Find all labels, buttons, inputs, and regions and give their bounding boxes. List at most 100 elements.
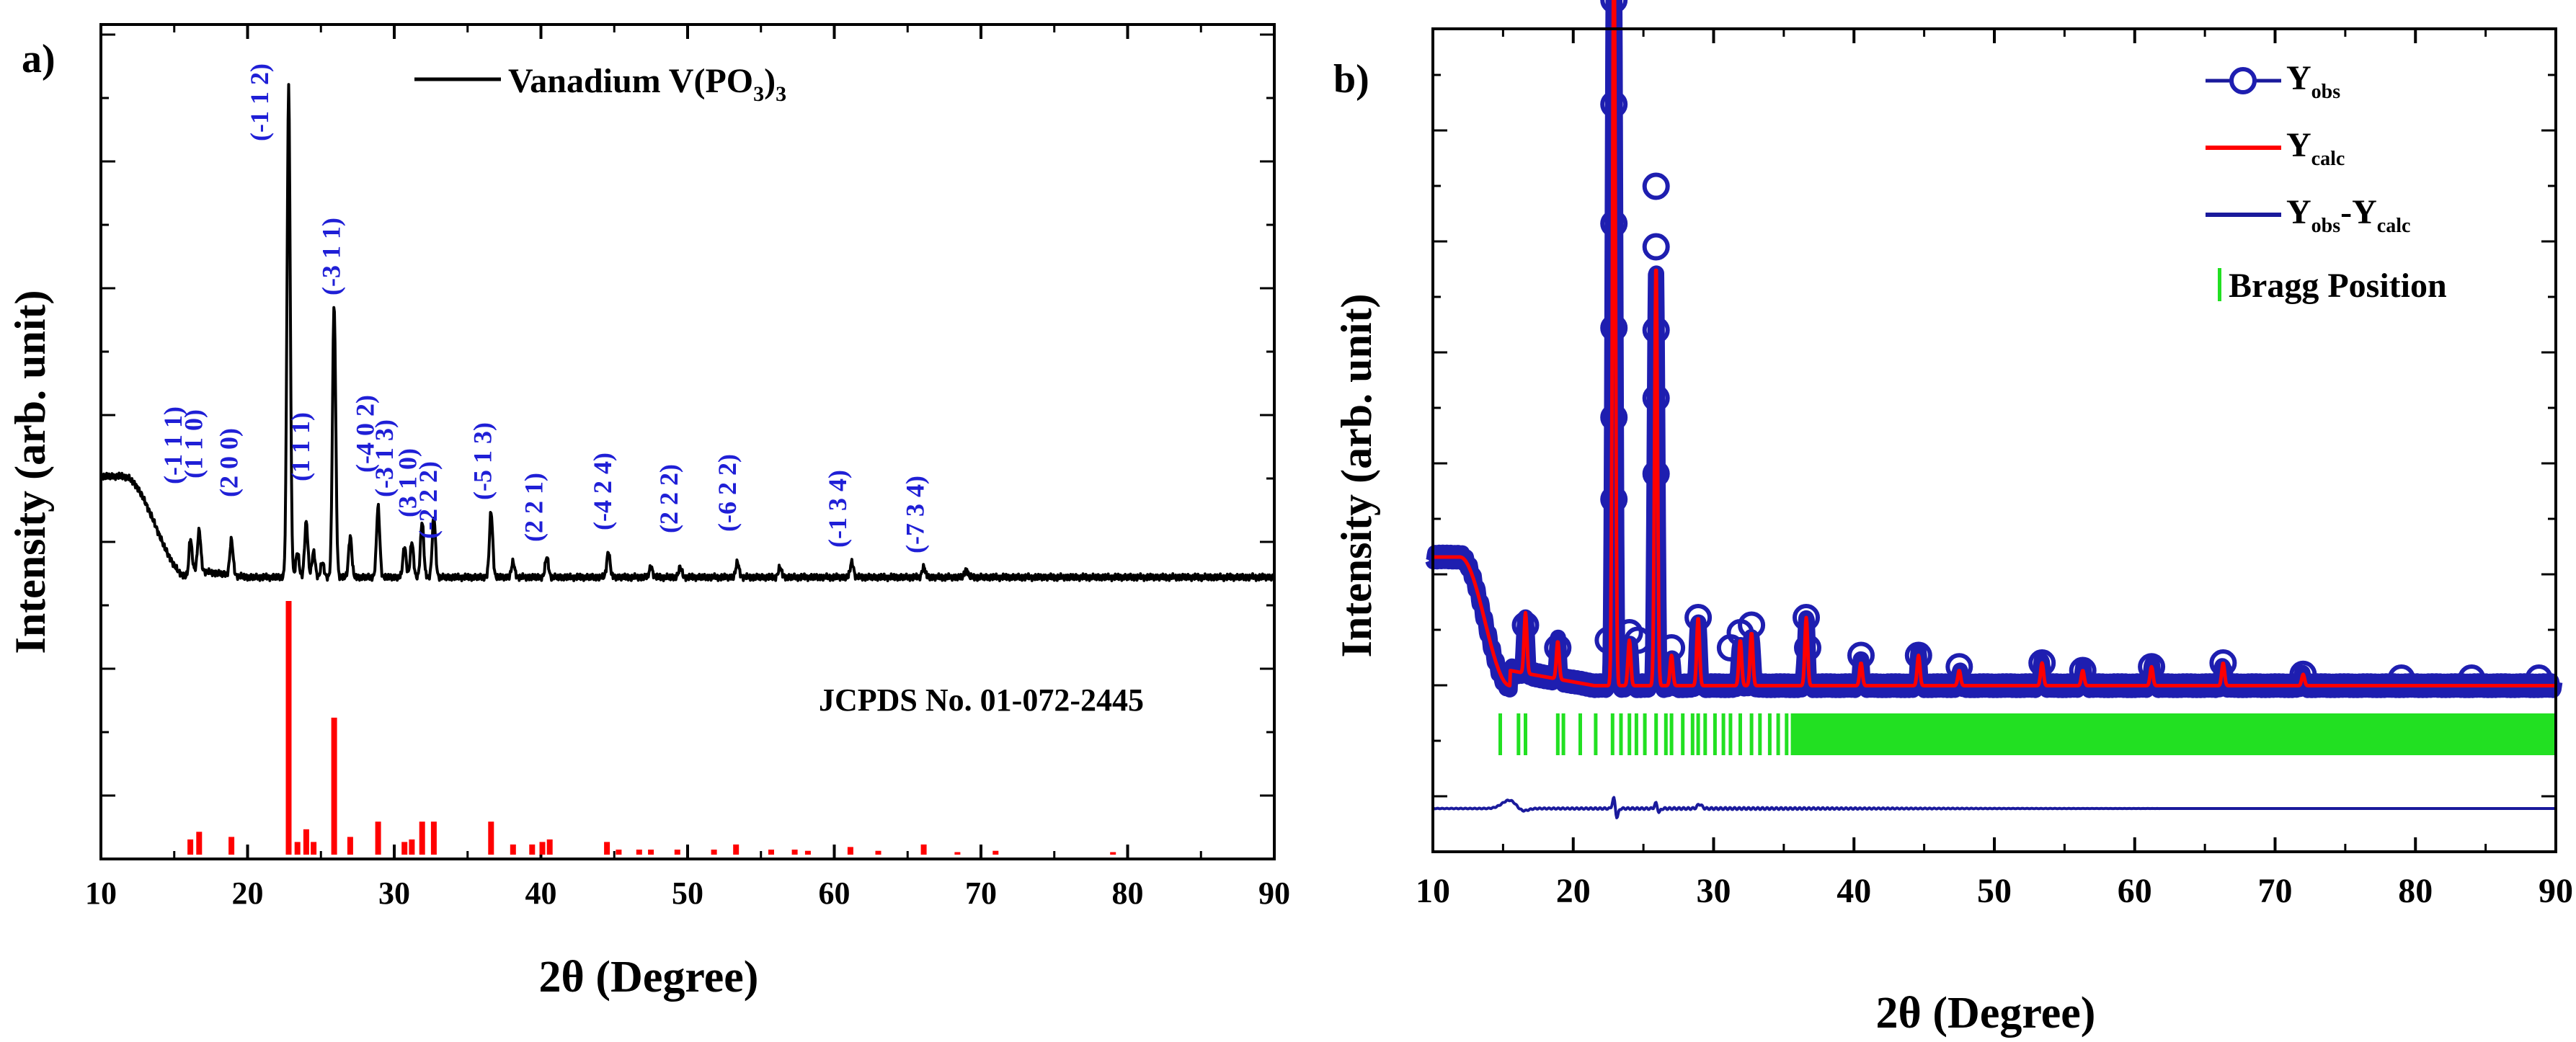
- reference-peak-bar: [920, 844, 927, 855]
- bragg-tick: [1776, 713, 1780, 755]
- panel-a-y-axis-title: Intensity (arb. unit): [6, 290, 54, 654]
- peak-annotation: (3 1 0): [394, 448, 422, 517]
- reference-peak-bar: [875, 850, 881, 855]
- peak-annotation: (-7 3 4): [901, 476, 930, 553]
- reference-peak-bar: [285, 601, 292, 855]
- legend-bragg-marker: [2218, 268, 2221, 301]
- bragg-tick: [1610, 713, 1615, 755]
- bragg-tick: [1664, 713, 1668, 755]
- peak-annotation: (-1 1 1): [159, 406, 187, 484]
- panel-a-x-axis-title: 2θ (Degree): [539, 953, 759, 1002]
- panel-b-ycalc-curve: [1431, 0, 2557, 687]
- reference-peak-bar: [768, 850, 774, 855]
- reference-peak-bar: [1110, 852, 1116, 855]
- legend-difference: Yobs-Ycalc: [2206, 193, 2410, 237]
- peak-annotation: (-4 2 4): [588, 453, 617, 530]
- reference-peak-bar: [674, 850, 680, 855]
- peak-annotation: (-1 3 4): [823, 470, 852, 548]
- yobs-marker: [1600, 404, 1628, 432]
- bragg-dense-region: [1790, 713, 2556, 755]
- panel-a-axes-frame: [99, 23, 1276, 860]
- bragg-tick: [1721, 713, 1726, 755]
- panel-b-difference-curve: [1432, 796, 2557, 819]
- x-tick-label: 90: [2539, 872, 2573, 910]
- bragg-tick: [1578, 713, 1582, 755]
- panel-b-legend: Yobs Ycalc Yobs-Ycalc Bragg Position: [2206, 59, 2447, 305]
- reference-peak-bar: [401, 842, 408, 855]
- yobs-marker: [2525, 664, 2553, 692]
- panel-b-x-axis-title: 2θ (Degree): [1876, 989, 2096, 1038]
- reference-peak-bar: [294, 842, 301, 855]
- x-tick-label: 60: [2118, 872, 2152, 910]
- reference-peak-bar: [636, 850, 642, 855]
- reference-peak-bar: [303, 829, 309, 855]
- bragg-tick: [1696, 713, 1700, 755]
- peak-annotation: (-6 2 2): [713, 454, 742, 532]
- peak-annotation: (-4 0 2): [351, 395, 380, 473]
- x-tick-label: 90: [1258, 876, 1290, 911]
- reference-peak-bar: [992, 850, 999, 855]
- bragg-tick: [1524, 713, 1527, 755]
- reference-peak-bar: [733, 844, 740, 855]
- yobs-marker: [1642, 233, 1670, 261]
- x-tick-label: 70: [965, 876, 997, 911]
- bragg-tick: [1738, 713, 1742, 755]
- yobs-marker: [2458, 664, 2486, 692]
- reference-peak-bar: [529, 844, 536, 855]
- peak-annotation: (2 0 0): [214, 428, 243, 497]
- reference-peak-bar: [196, 832, 203, 855]
- yobs-marker: [1642, 172, 1670, 200]
- bragg-tick: [1767, 713, 1772, 755]
- bragg-tick: [1619, 713, 1623, 755]
- bragg-tick: [1681, 713, 1685, 755]
- reference-peak-bar: [648, 850, 654, 855]
- bragg-tick: [1627, 713, 1632, 755]
- bragg-tick: [1498, 713, 1502, 755]
- panel-a-legend: Vanadium V(PO3)3: [414, 62, 786, 106]
- panel-b: b) Intensity (arb. unit) 2θ (Degree) 10 2…: [1333, 0, 2573, 1038]
- bragg-tick: [1634, 713, 1638, 755]
- x-tick-label: 80: [1112, 876, 1144, 911]
- reference-peak-bar: [546, 839, 553, 855]
- reference-peak-bar: [331, 717, 337, 855]
- legend-difference-label: Yobs-Ycalc: [2286, 193, 2410, 237]
- x-tick-label: 60: [819, 876, 850, 911]
- reference-peak-bar: [510, 844, 516, 855]
- x-tick-label: 30: [378, 876, 410, 911]
- peak-annotation: (-3 1 1): [317, 218, 346, 295]
- x-tick-label: 80: [2398, 872, 2433, 910]
- panel-a-reference-label: JCPDS No. 01-072-2445: [819, 682, 1144, 718]
- reference-peak-bar: [616, 850, 622, 855]
- reference-peak-bar: [409, 839, 415, 855]
- legend-yobs: Yobs: [2206, 59, 2340, 103]
- yobs-marker: [2069, 656, 2097, 685]
- peak-annotation: (1 1 0): [179, 409, 208, 478]
- x-tick-label: 40: [525, 876, 557, 911]
- bragg-tick: [1703, 713, 1707, 755]
- panel-a-xrd-curve: [99, 83, 1275, 582]
- panel-b-bragg-positions: [1498, 713, 2556, 755]
- peak-annotation: (2 2 2): [654, 464, 683, 533]
- panel-b-y-axis-title: Intensity (arb. unit): [1333, 293, 1380, 657]
- panel-a-tick-marks: [99, 25, 1276, 859]
- legend-yobs-label: Yobs: [2286, 59, 2340, 103]
- panel-a-reference-peaks: [187, 601, 1116, 855]
- reference-peak-bar: [419, 821, 425, 855]
- reference-peak-bar: [539, 842, 546, 855]
- legend-ycalc: Ycalc: [2206, 126, 2345, 170]
- bragg-tick: [1555, 713, 1560, 755]
- legend-bragg: Bragg Position: [2218, 267, 2447, 305]
- yobs-marker: [2387, 664, 2415, 692]
- legend-bragg-label: Bragg Position: [2229, 267, 2447, 305]
- peak-annotation: (-1 1 2): [245, 63, 274, 141]
- bragg-tick: [1713, 713, 1717, 755]
- bragg-tick: [1654, 713, 1658, 755]
- reference-peak-bar: [791, 850, 798, 855]
- reference-peak-bar: [488, 821, 494, 855]
- x-tick-label: 30: [1697, 872, 1731, 910]
- reference-peak-bar: [347, 837, 353, 855]
- panel-b-label: b): [1333, 57, 1369, 102]
- yobs-marker: [1600, 485, 1628, 513]
- panel-a: a) Intensity (arb. unit) 2θ (Degree) 10 2…: [6, 23, 1290, 1002]
